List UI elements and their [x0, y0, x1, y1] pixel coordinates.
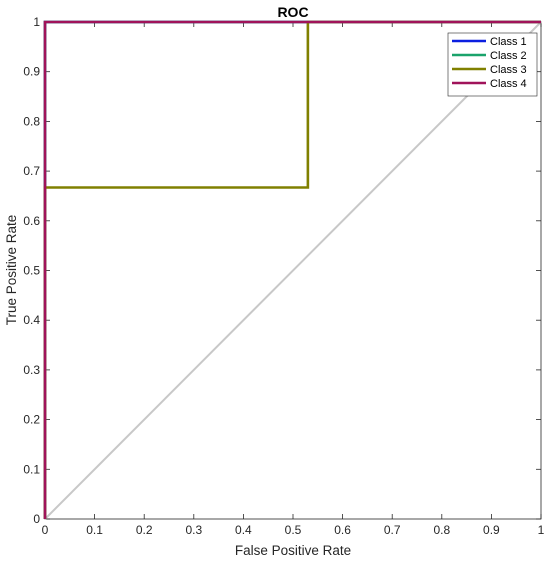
- y-axis-label: True Positive Rate: [4, 215, 19, 326]
- legend-label: Class 2: [490, 50, 527, 62]
- y-tick-label: 0.9: [23, 65, 40, 79]
- chart-title: ROC: [277, 4, 308, 20]
- x-tick-label: 0.3: [185, 523, 202, 537]
- y-tick-label: 0.8: [23, 114, 40, 128]
- roc-line-class-4: [43, 20, 541, 519]
- x-tick-label: 0: [42, 523, 49, 537]
- y-tick-label: 1: [33, 15, 40, 29]
- x-tick-label: 0.1: [86, 523, 103, 537]
- legend-label: Class 4: [490, 78, 527, 90]
- legend-label: Class 3: [490, 64, 527, 76]
- x-tick-label: 0.7: [384, 523, 401, 537]
- y-tick-label: 0.6: [23, 214, 40, 228]
- x-axis-label: False Positive Rate: [235, 543, 351, 558]
- y-tick-label: 0.5: [23, 264, 40, 278]
- tick-group: 0 0.1 0.2 0.3 0.4 0.5 0.6 0.7 0.8 0.9 1 0 0.1 0.2 0.3 0…: [23, 15, 544, 537]
- y-tick-label: 0: [33, 512, 40, 526]
- x-tick-label: 0.6: [334, 523, 351, 537]
- x-tick-label: 0.2: [136, 523, 153, 537]
- x-tick-label: 0.8: [433, 523, 450, 537]
- y-tick-label: 0.4: [23, 313, 40, 327]
- legend-label: Class 1: [490, 36, 527, 48]
- x-tick-label: 0.5: [285, 523, 302, 537]
- x-tick-label: 1: [538, 523, 545, 537]
- x-tick-label: 0.4: [235, 523, 252, 537]
- y-tick-label: 0.1: [23, 462, 40, 476]
- y-tick-label: 0.3: [23, 363, 40, 377]
- y-tick-label: 0.7: [23, 164, 40, 178]
- chance-diagonal-line: [44, 21, 542, 520]
- y-tick-label: 0.2: [23, 413, 40, 427]
- series-layer: [43, 20, 542, 520]
- x-tick-label: 0.9: [483, 523, 500, 537]
- legend-box: [447, 32, 538, 97]
- legend: Class 1 Class 2 Class 3 Class 4: [447, 32, 538, 97]
